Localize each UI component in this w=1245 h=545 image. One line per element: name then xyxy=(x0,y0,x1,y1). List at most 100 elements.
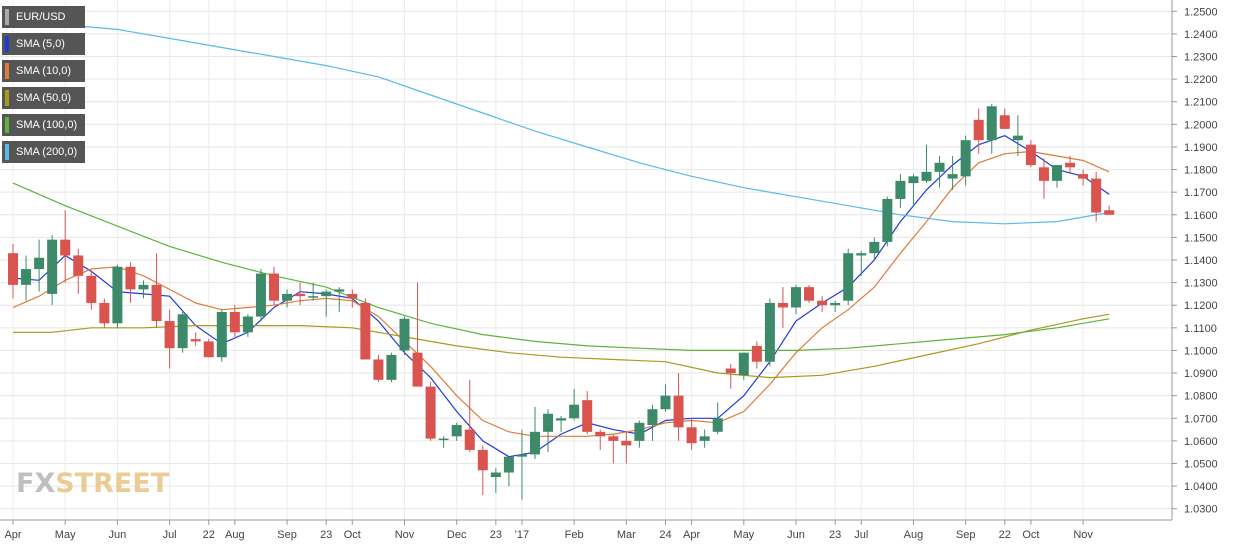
candle-body xyxy=(908,176,919,184)
candle-body xyxy=(425,386,436,439)
candle xyxy=(530,406,540,459)
candle-body xyxy=(843,253,854,301)
candle xyxy=(308,282,319,301)
x-tick-label: 24 xyxy=(659,529,671,541)
candle xyxy=(934,156,945,188)
candle xyxy=(203,339,214,358)
legend-swatch xyxy=(5,144,9,160)
candle-body xyxy=(791,287,801,308)
candle-body xyxy=(608,436,619,441)
candle xyxy=(73,248,84,294)
candle-body xyxy=(21,269,32,285)
candle-body xyxy=(216,312,227,358)
sma-line xyxy=(12,182,1110,351)
candle-body xyxy=(1038,167,1049,181)
legend-swatch xyxy=(5,63,9,79)
candle xyxy=(921,144,932,184)
candle xyxy=(229,305,240,337)
x-tick-label: Feb xyxy=(565,529,584,541)
candle-body xyxy=(660,395,671,410)
candle xyxy=(255,269,266,322)
logo-street: STREET xyxy=(55,468,170,499)
candle xyxy=(986,104,997,154)
candle-body xyxy=(895,180,906,199)
candle-body xyxy=(386,354,397,380)
candle xyxy=(282,289,293,308)
candle-body xyxy=(203,341,214,358)
legend-item-sma-10[interactable]: SMA (10,0) xyxy=(2,60,86,82)
candle xyxy=(425,382,436,441)
x-tick-label: Jun xyxy=(109,529,127,541)
y-tick-label: 1.2300 xyxy=(1184,52,1218,64)
legend: EUR/USD SMA (5,0) SMA (10,0) SMA (50,0) … xyxy=(2,6,86,168)
candle-body xyxy=(634,422,645,441)
candle-body xyxy=(817,300,828,306)
candle xyxy=(177,312,188,353)
x-tick-label: Nov xyxy=(1073,529,1093,541)
candle-body xyxy=(830,302,841,306)
candle-body xyxy=(334,289,345,292)
candle xyxy=(634,420,645,448)
x-tick-label: Aug xyxy=(904,529,924,541)
candle-body xyxy=(269,273,279,301)
y-tick-label: 1.1900 xyxy=(1184,142,1218,154)
legend-item-sma-200[interactable]: SMA (200,0) xyxy=(2,141,86,163)
candle xyxy=(751,341,762,369)
candle-body xyxy=(164,321,175,349)
y-tick-label: 1.0800 xyxy=(1184,391,1218,403)
x-tick-label: Dec xyxy=(447,529,467,541)
candle xyxy=(999,108,1010,129)
candle-body xyxy=(595,431,606,437)
candle xyxy=(99,298,110,328)
legend-item-eurusd[interactable]: EUR/USD xyxy=(2,6,86,28)
candle-body xyxy=(856,253,867,256)
x-tick-label: 22 xyxy=(999,529,1011,541)
y-tick-label: 1.1300 xyxy=(1184,278,1218,290)
candle-body xyxy=(1052,165,1062,181)
candle-body xyxy=(255,273,266,317)
y-tick-label: 1.0300 xyxy=(1184,504,1218,516)
candle xyxy=(608,434,619,464)
candle xyxy=(138,280,149,299)
candle xyxy=(386,352,397,383)
candle xyxy=(295,282,306,306)
candle xyxy=(164,309,175,369)
legend-item-sma-100[interactable]: SMA (100,0) xyxy=(2,114,86,136)
candle xyxy=(686,418,697,450)
candle xyxy=(738,352,749,380)
candle xyxy=(503,456,514,487)
y-tick-label: 1.0400 xyxy=(1184,481,1218,493)
candle xyxy=(830,300,841,312)
candle-body xyxy=(1078,174,1089,179)
legend-swatch xyxy=(5,9,9,25)
legend-item-sma-5[interactable]: SMA (5,0) xyxy=(2,33,86,55)
candle-body xyxy=(177,314,188,349)
fxstreet-logo: FXSTREET xyxy=(16,468,169,499)
candle xyxy=(373,354,384,383)
x-tick-label: Oct xyxy=(344,529,361,541)
candle xyxy=(190,332,201,346)
candle-body xyxy=(229,312,240,333)
candle-body xyxy=(543,413,554,432)
legend-item-sma-50[interactable]: SMA (50,0) xyxy=(2,87,86,109)
candle xyxy=(1065,156,1076,175)
legend-label: SMA (50,0) xyxy=(16,92,72,104)
candle xyxy=(21,255,32,301)
legend-label: EUR/USD xyxy=(16,11,66,23)
candle-body xyxy=(412,352,423,387)
sma-line xyxy=(12,135,1110,458)
candle-body xyxy=(451,425,462,437)
candle xyxy=(242,314,253,337)
candle xyxy=(895,174,906,208)
x-tick-label: '17 xyxy=(515,529,529,541)
candle-body xyxy=(8,253,18,285)
candle-body xyxy=(582,400,593,432)
candle-body xyxy=(99,302,110,324)
candle-body xyxy=(399,318,410,351)
candle xyxy=(569,388,580,421)
candle xyxy=(777,287,788,328)
candle-body xyxy=(960,140,971,177)
x-tick-label: Jul xyxy=(163,529,177,541)
candle-body xyxy=(712,418,723,432)
candle xyxy=(125,262,136,303)
